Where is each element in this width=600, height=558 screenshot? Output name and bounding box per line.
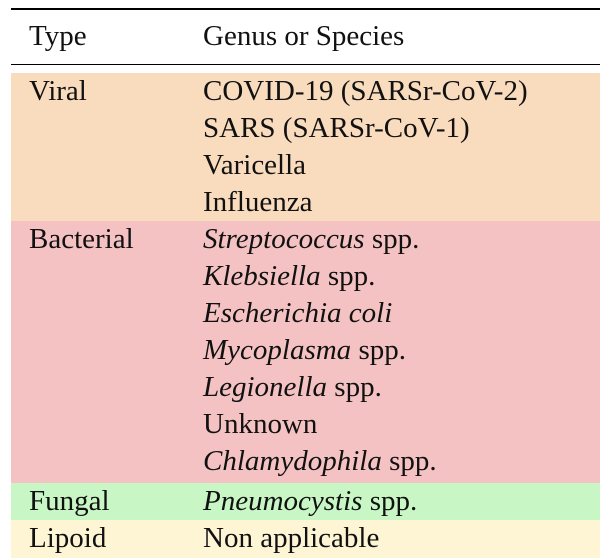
genus-line: Varicella bbox=[203, 149, 307, 181]
header-genus: Genus or Species bbox=[203, 20, 405, 52]
genus-line: Pneumocystis spp. bbox=[203, 485, 418, 517]
genus-cell: Pneumocystis spp. bbox=[203, 483, 417, 520]
genus-line: Klebsiella spp. bbox=[203, 260, 376, 292]
type-cell: Fungal bbox=[29, 485, 110, 517]
genus-cell: COVID-19 (SARSr-CoV-2) SARS (SARSr-CoV-1… bbox=[203, 73, 528, 221]
type-cell: Bacterial bbox=[29, 223, 134, 255]
genus-line: COVID-19 (SARSr-CoV-2) bbox=[203, 75, 528, 107]
group-bacterial: Bacterial Streptococcus spp. Klebsiella … bbox=[11, 221, 600, 483]
group-viral: Viral COVID-19 (SARSr-CoV-2) SARS (SARSr… bbox=[11, 73, 600, 221]
genus-line: Non applicable bbox=[203, 522, 380, 554]
header-rule bbox=[11, 64, 600, 65]
header-type: Type bbox=[29, 20, 87, 52]
genus-line: Influenza bbox=[203, 186, 313, 218]
genus-cell: Non applicable bbox=[203, 520, 379, 557]
group-fungal: Fungal Pneumocystis spp. bbox=[11, 483, 600, 520]
group-lipoid: Lipoid Non applicable bbox=[11, 520, 600, 558]
genus-line: Escherichia coli bbox=[203, 297, 393, 329]
genus-line: Unknown bbox=[203, 408, 318, 440]
type-cell: Viral bbox=[29, 75, 87, 107]
genus-line: Mycoplasma spp. bbox=[203, 334, 406, 366]
genus-line: SARS (SARSr-CoV-1) bbox=[203, 112, 470, 144]
genus-line: Streptococcus spp. bbox=[203, 223, 420, 255]
genus-line: Legionella spp. bbox=[203, 371, 382, 403]
genus-line: Chlamydophila spp. bbox=[203, 445, 437, 477]
table-top-rule bbox=[11, 8, 600, 10]
type-cell: Lipoid bbox=[29, 522, 107, 554]
table-header: Type Genus or Species bbox=[0, 10, 600, 64]
genus-cell: Streptococcus spp. Klebsiella spp. Esche… bbox=[203, 221, 437, 480]
